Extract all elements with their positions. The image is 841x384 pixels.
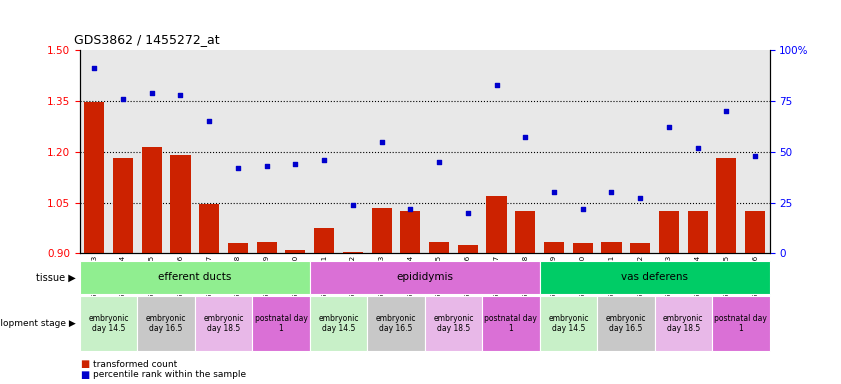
Bar	[343, 252, 363, 253]
Text: GDS3862 / 1455272_at: GDS3862 / 1455272_at	[74, 33, 220, 46]
Bar	[228, 243, 248, 253]
Point	[346, 202, 360, 208]
Bar	[285, 250, 305, 253]
Point	[748, 153, 762, 159]
Text: efferent ducts: efferent ducts	[158, 272, 231, 283]
Point	[720, 108, 733, 114]
Point	[662, 124, 675, 130]
Point	[605, 189, 618, 195]
Point	[231, 165, 245, 171]
Text: embryonic
day 14.5: embryonic day 14.5	[318, 314, 359, 333]
Point	[145, 89, 158, 96]
Point	[87, 65, 101, 71]
Text: ■: ■	[80, 359, 89, 369]
Text: postnatal day
1: postnatal day 1	[484, 314, 537, 333]
Bar	[314, 228, 334, 253]
Bar	[429, 242, 449, 253]
Bar	[199, 204, 220, 253]
Point	[404, 205, 417, 212]
Bar	[400, 211, 420, 253]
Text: development stage ▶: development stage ▶	[0, 319, 76, 328]
Text: embryonic
day 16.5: embryonic day 16.5	[376, 314, 416, 333]
Bar	[688, 211, 708, 253]
Text: ■: ■	[80, 370, 89, 380]
Text: transformed count: transformed count	[93, 359, 177, 369]
Point	[116, 96, 130, 102]
Bar	[745, 211, 765, 253]
Text: embryonic
day 18.5: embryonic day 18.5	[204, 314, 244, 333]
Text: percentile rank within the sample: percentile rank within the sample	[93, 370, 246, 379]
Text: postnatal day
1: postnatal day 1	[255, 314, 308, 333]
Text: postnatal day
1: postnatal day 1	[714, 314, 767, 333]
Text: embryonic
day 16.5: embryonic day 16.5	[145, 314, 187, 333]
Bar	[372, 208, 392, 253]
Point	[519, 134, 532, 141]
Bar	[141, 147, 161, 253]
Bar	[84, 103, 104, 253]
Bar	[601, 242, 621, 253]
Point	[375, 139, 389, 145]
Bar	[717, 159, 737, 253]
Point	[461, 210, 474, 216]
Bar	[257, 242, 277, 253]
Point	[317, 157, 331, 163]
Point	[203, 118, 216, 124]
Bar	[171, 155, 191, 253]
Bar	[516, 211, 536, 253]
Text: tissue ▶: tissue ▶	[36, 272, 76, 283]
Point	[288, 161, 302, 167]
Bar	[486, 196, 506, 253]
Bar	[458, 245, 478, 253]
Text: vas deferens: vas deferens	[621, 272, 688, 283]
Bar	[113, 159, 133, 253]
Point	[576, 205, 590, 212]
Bar	[659, 211, 679, 253]
Point	[432, 159, 446, 165]
Text: epididymis: epididymis	[396, 272, 453, 283]
Text: embryonic
day 18.5: embryonic day 18.5	[663, 314, 704, 333]
Bar	[544, 242, 564, 253]
Point	[260, 163, 273, 169]
Point	[489, 81, 503, 88]
Point	[174, 92, 188, 98]
Point	[691, 144, 705, 151]
Text: embryonic
day 14.5: embryonic day 14.5	[548, 314, 589, 333]
Text: embryonic
day 16.5: embryonic day 16.5	[606, 314, 646, 333]
Bar	[630, 243, 650, 253]
Point	[633, 195, 647, 202]
Text: embryonic
day 14.5: embryonic day 14.5	[88, 314, 129, 333]
Bar	[573, 243, 593, 253]
Point	[547, 189, 561, 195]
Text: embryonic
day 18.5: embryonic day 18.5	[433, 314, 473, 333]
